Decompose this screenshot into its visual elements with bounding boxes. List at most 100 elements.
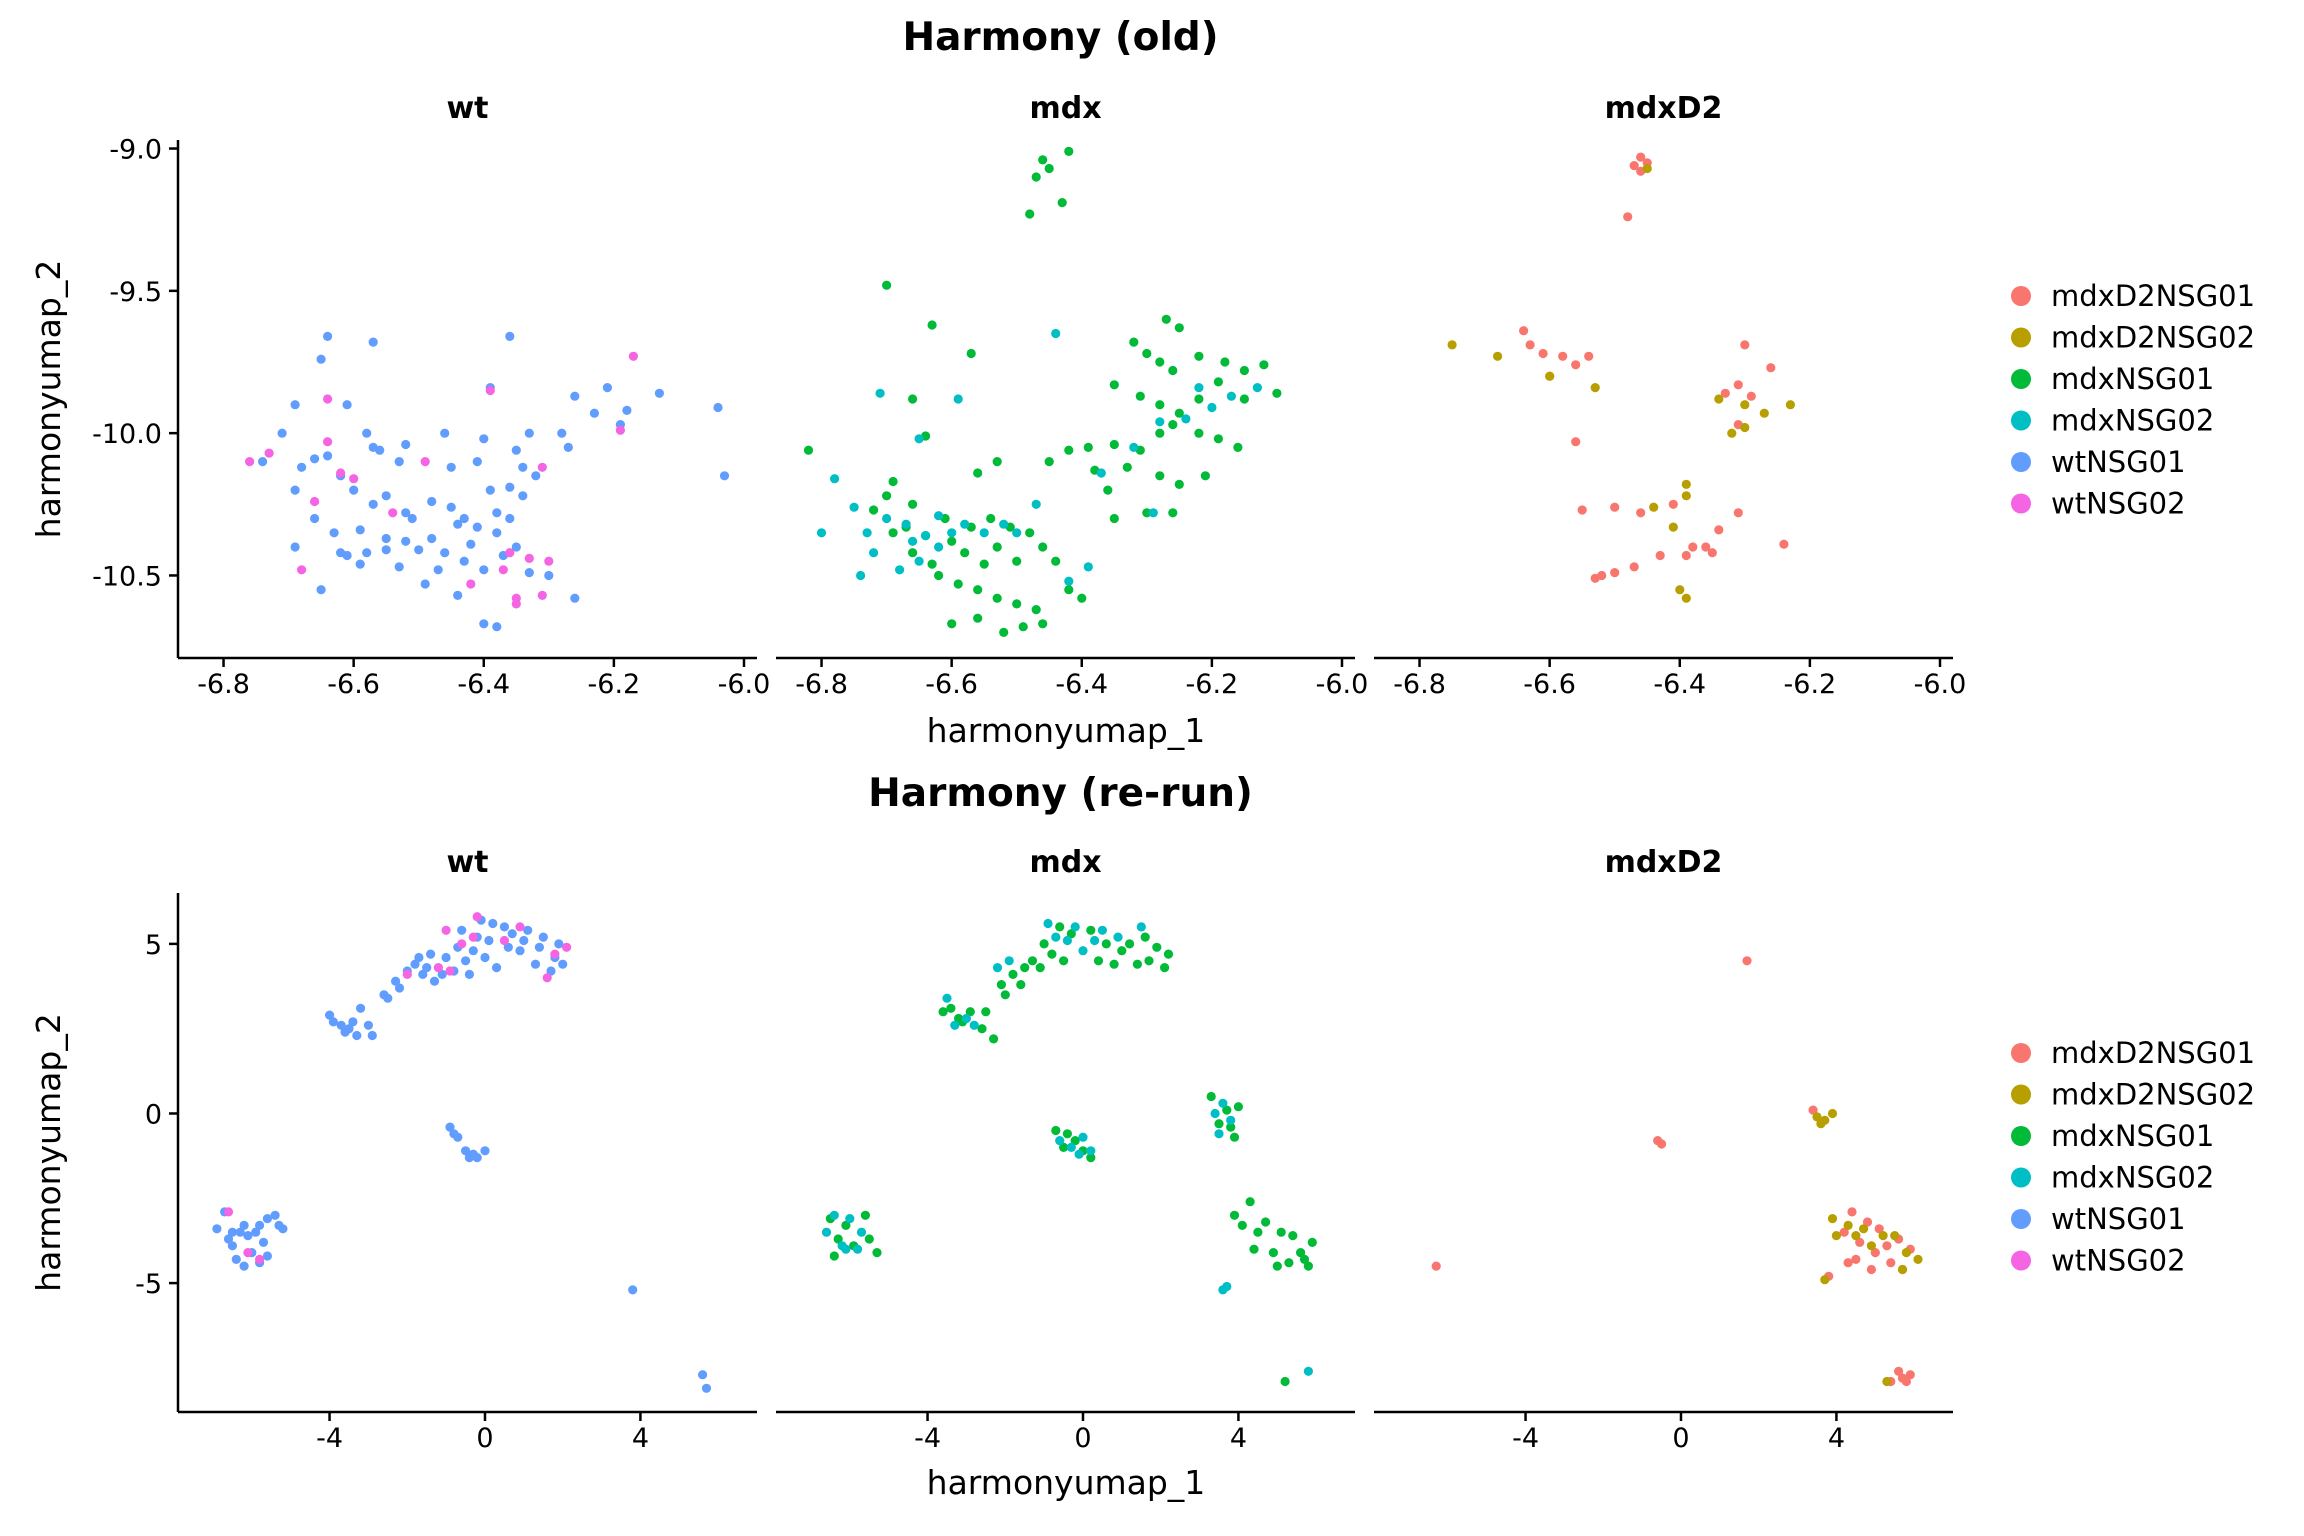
data-point <box>947 536 957 546</box>
data-point <box>485 485 495 495</box>
data-point <box>914 556 924 566</box>
x-tick-label: -4 <box>316 1423 343 1454</box>
data-point <box>323 451 333 461</box>
data-point <box>1070 1136 1080 1146</box>
data-point <box>255 1220 265 1230</box>
data-point <box>1742 956 1752 966</box>
facet-label: mdxD2 <box>1605 845 1723 880</box>
data-point <box>960 519 970 529</box>
data-point <box>1155 428 1165 438</box>
series-wtNSG02 <box>223 912 572 1264</box>
legend-label: mdxD2NSG01 <box>2051 279 2255 313</box>
data-point <box>1148 508 1158 518</box>
data-point <box>1226 391 1236 401</box>
data-point <box>1897 1264 1908 1275</box>
data-point <box>1210 1108 1220 1119</box>
legend-label: mdxD2NSG02 <box>2051 1078 2255 1112</box>
data-point <box>368 337 378 347</box>
data-point <box>223 1207 234 1217</box>
data-point <box>401 439 411 450</box>
data-point <box>1066 1142 1076 1152</box>
data-point <box>349 485 359 495</box>
data-point <box>989 1034 999 1044</box>
data-point <box>325 1010 335 1020</box>
data-point <box>518 462 528 472</box>
data-point <box>457 925 467 935</box>
data-point <box>227 1227 237 1237</box>
data-point <box>441 952 451 963</box>
data-point <box>479 565 489 575</box>
data-point <box>1878 1231 1888 1241</box>
data-point <box>1051 328 1061 339</box>
data-point <box>1233 442 1243 452</box>
data-point <box>1259 360 1269 370</box>
legend-entry: wtNSG02 <box>2011 487 2186 521</box>
data-point <box>499 935 509 946</box>
data-point <box>615 425 626 435</box>
data-point <box>1132 959 1142 969</box>
data-point <box>965 1007 975 1017</box>
x-tick-label: -6.6 <box>925 669 978 700</box>
data-point <box>977 1024 987 1034</box>
data-point <box>349 474 359 484</box>
data-point <box>262 1214 272 1224</box>
data-point <box>235 1227 245 1237</box>
x-tick-label: 0 <box>1672 1423 1689 1454</box>
data-point <box>992 963 1003 973</box>
data-point <box>1103 485 1113 495</box>
data-point <box>803 445 814 455</box>
data-point <box>1862 1217 1873 1227</box>
data-point <box>484 935 494 946</box>
data-point <box>1571 437 1581 447</box>
data-point <box>869 548 879 558</box>
data-point <box>1681 491 1691 501</box>
data-point <box>546 966 556 976</box>
data-point <box>1558 351 1568 361</box>
data-point <box>511 593 521 603</box>
data-point <box>1152 942 1162 952</box>
panel-mdxD2: mdxD2 -6.8 -6.6 -6.4 -6.2 -6.0 <box>1374 91 1966 700</box>
series-wtNSG01 <box>258 331 730 632</box>
data-point <box>505 513 515 524</box>
data-point <box>336 1020 346 1030</box>
data-point <box>1636 508 1646 518</box>
x-tick-label: -6.8 <box>197 669 250 700</box>
data-point <box>538 932 548 942</box>
data-point <box>255 1254 265 1264</box>
data-point <box>628 351 639 361</box>
data-point <box>1038 542 1048 552</box>
data-point <box>1866 1264 1876 1275</box>
x-tick-label: -6.6 <box>327 669 380 700</box>
x-tick-label: 0 <box>476 1423 493 1454</box>
legend-label: mdxNSG01 <box>2051 1119 2214 1153</box>
data-point <box>1538 348 1548 359</box>
data-point <box>1174 323 1184 333</box>
series-mdxD2NSG01 <box>1519 152 1789 583</box>
data-point <box>1649 502 1659 512</box>
data-point <box>1214 1129 1224 1139</box>
data-point <box>1688 542 1698 552</box>
data-point <box>1055 922 1065 932</box>
data-point <box>961 1013 972 1024</box>
data-point <box>212 1224 222 1234</box>
data-point <box>1064 146 1074 156</box>
data-point <box>362 548 372 558</box>
data-point <box>1027 956 1038 966</box>
data-point <box>1746 391 1756 401</box>
data-point <box>1720 388 1730 398</box>
data-point <box>849 502 859 512</box>
data-point <box>950 1020 960 1030</box>
data-point <box>1827 1214 1838 1224</box>
facet-label: mdx <box>1029 845 1101 880</box>
data-point <box>1675 585 1685 595</box>
data-point <box>262 1251 272 1261</box>
data-point <box>355 559 365 569</box>
data-point <box>1142 508 1152 518</box>
legend-label: mdxD2NSG02 <box>2051 321 2255 355</box>
legend-key <box>2011 286 2031 306</box>
data-point <box>466 539 476 549</box>
data-point <box>1707 548 1717 558</box>
data-point <box>1140 932 1150 942</box>
data-point <box>1307 1237 1317 1247</box>
data-point <box>367 1030 377 1041</box>
